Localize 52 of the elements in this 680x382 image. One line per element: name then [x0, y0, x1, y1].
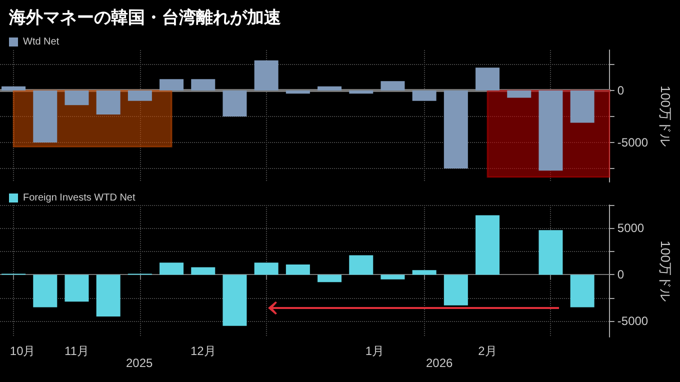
- bar: [444, 90, 468, 168]
- y-tick-label: 5000: [617, 221, 644, 236]
- bar: [160, 79, 184, 91]
- text: 2026: [426, 356, 454, 370]
- bar: [64, 90, 89, 106]
- bar: [318, 274, 342, 282]
- bar: [33, 274, 58, 308]
- y-axis-title: 100万ドル: [658, 86, 673, 146]
- bar: [191, 79, 216, 91]
- bar: [380, 274, 405, 280]
- x-tick-label: 2月: [478, 344, 497, 358]
- chart-title: 海外マネーの韓国・台湾離れが加速: [8, 8, 281, 27]
- bar: [286, 264, 310, 275]
- y-tick-label: -5000: [617, 314, 648, 328]
- y-axis-title: 100万ドル: [658, 240, 673, 302]
- bar: [476, 68, 500, 91]
- bar: [570, 90, 594, 123]
- text: 2025: [126, 356, 154, 370]
- bar: [444, 274, 468, 306]
- x-tick-label: 11月: [64, 344, 89, 358]
- bar: [160, 262, 184, 275]
- bar: [538, 90, 563, 171]
- bar: [2, 86, 26, 91]
- legend-label: Wtd Net: [23, 36, 60, 48]
- bar: [349, 255, 374, 275]
- y-tick-label: -5000: [617, 136, 648, 150]
- bar: [476, 215, 500, 275]
- bar: [33, 90, 58, 143]
- bar: [380, 81, 405, 91]
- bar: [412, 90, 436, 101]
- bar: [64, 274, 89, 302]
- bar: [254, 60, 278, 91]
- y-tick-label: 0: [617, 84, 624, 98]
- legend-label: Foreign Invests WTD Net: [23, 192, 136, 204]
- bar: [412, 270, 436, 275]
- bar: [507, 90, 532, 98]
- bar: [222, 90, 247, 117]
- bar: [349, 90, 374, 94]
- y-tick-label: 0: [617, 268, 624, 282]
- bar: [222, 274, 247, 326]
- x-tick-label: 12月: [190, 344, 216, 358]
- bar: [128, 90, 152, 101]
- x-tick-label: 10月: [10, 344, 36, 358]
- bar: [318, 86, 342, 91]
- bar: [570, 274, 594, 308]
- bar: [286, 90, 310, 94]
- bar: [96, 274, 120, 317]
- bar: [96, 90, 120, 114]
- bar: [254, 262, 278, 275]
- x-tick-label: 1月: [365, 344, 384, 358]
- bar: [191, 267, 216, 275]
- bar: [538, 230, 563, 275]
